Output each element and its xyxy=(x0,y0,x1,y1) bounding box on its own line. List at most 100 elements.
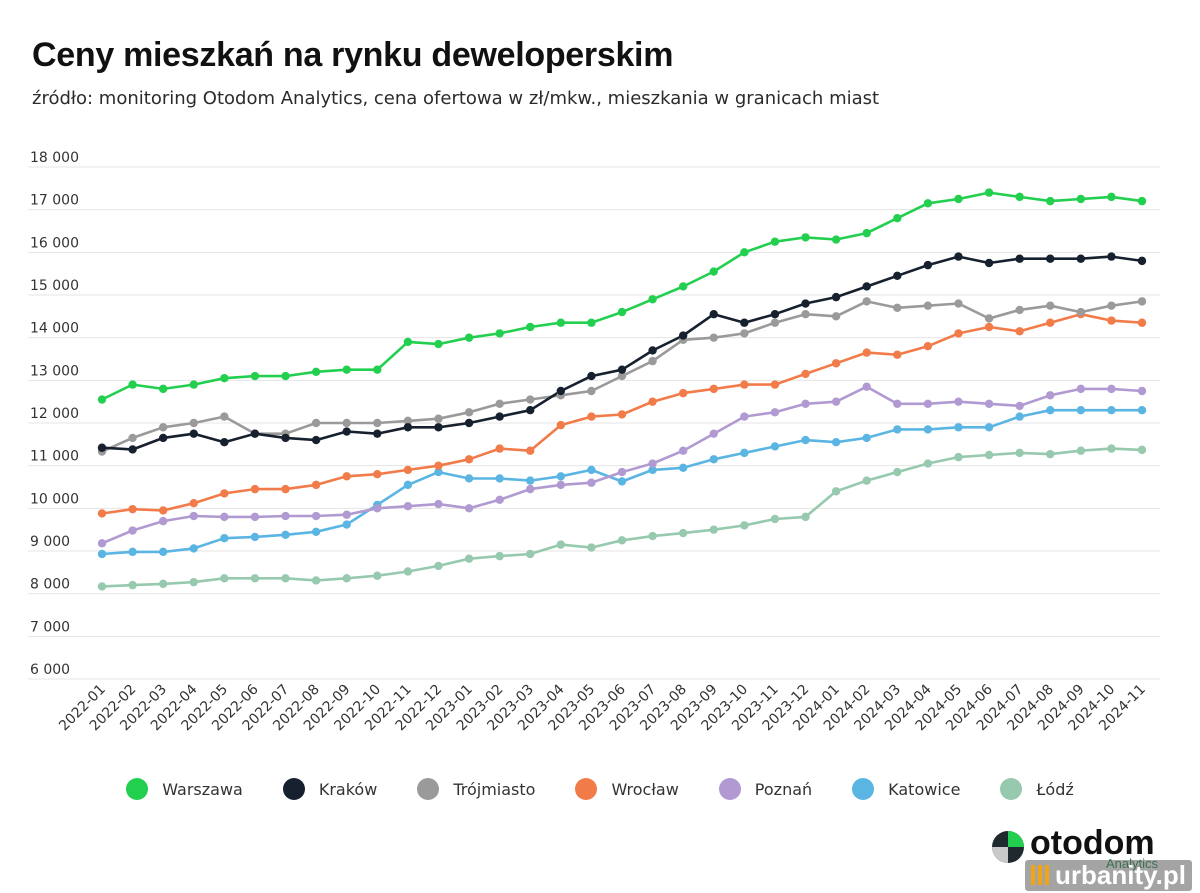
data-point xyxy=(342,365,351,374)
data-point xyxy=(1107,406,1116,415)
data-point xyxy=(678,331,688,340)
data-point xyxy=(311,418,321,428)
legend-label: Kraków xyxy=(318,779,378,799)
data-point xyxy=(220,438,229,447)
data-point xyxy=(1107,252,1116,261)
data-point xyxy=(311,480,321,490)
y-tick-label: 9 000 xyxy=(30,534,70,550)
data-point xyxy=(862,348,871,357)
data-point xyxy=(587,412,596,421)
y-tick-label: 16 000 xyxy=(30,235,79,251)
data-point xyxy=(1107,384,1116,394)
data-point xyxy=(342,427,351,436)
otodom-logo-icon xyxy=(992,831,1024,863)
data-point xyxy=(740,329,749,338)
legend-label: Katowice xyxy=(888,779,961,799)
legend-swatch xyxy=(718,778,741,800)
data-point xyxy=(801,299,810,308)
data-point xyxy=(220,489,229,498)
data-point xyxy=(862,382,871,391)
data-point xyxy=(678,282,688,291)
legend-item: Łódź xyxy=(1000,778,1074,800)
data-point xyxy=(984,450,994,460)
data-point xyxy=(862,433,871,443)
data-point xyxy=(648,531,657,541)
data-point xyxy=(893,303,902,312)
data-point xyxy=(648,295,657,304)
data-point xyxy=(1137,445,1147,455)
data-point xyxy=(740,412,749,421)
data-point xyxy=(464,418,474,428)
data-point xyxy=(97,443,107,452)
data-point xyxy=(97,539,107,548)
data-point xyxy=(373,429,382,438)
data-point xyxy=(342,520,351,529)
data-point xyxy=(128,504,137,514)
data-point xyxy=(893,214,902,223)
series-points xyxy=(97,188,1147,591)
data-point xyxy=(220,574,229,583)
data-point xyxy=(801,233,810,242)
data-point xyxy=(556,420,566,430)
data-point xyxy=(1137,256,1147,266)
legend-swatch xyxy=(126,778,149,800)
data-point xyxy=(923,260,933,270)
data-point xyxy=(923,301,933,310)
data-point xyxy=(617,371,627,381)
data-point xyxy=(281,530,290,539)
data-point xyxy=(617,307,627,317)
data-point xyxy=(1107,301,1116,310)
data-point xyxy=(587,465,596,475)
legend-label: Poznań xyxy=(754,779,813,799)
data-point xyxy=(556,540,566,549)
chart-title: Ceny mieszkań na rynku deweloperskim xyxy=(32,36,674,74)
data-point xyxy=(189,499,198,508)
legend-item: Kraków xyxy=(282,778,378,800)
data-point xyxy=(1076,406,1086,415)
data-point xyxy=(281,433,290,443)
x-axis-ticks: 2022-012022-022022-032022-042022-052022-… xyxy=(56,681,1149,734)
y-tick-label: 18 000 xyxy=(30,150,79,166)
data-point xyxy=(373,418,382,428)
data-point xyxy=(1015,412,1024,421)
data-point xyxy=(862,297,871,306)
data-point xyxy=(831,292,841,302)
data-point xyxy=(1076,194,1086,204)
y-tick-label: 7 000 xyxy=(30,619,70,635)
data-point xyxy=(1046,406,1055,415)
data-point xyxy=(158,547,168,557)
data-point xyxy=(128,433,137,443)
data-point xyxy=(526,322,535,332)
data-point xyxy=(128,547,137,557)
data-point xyxy=(801,399,810,408)
data-point xyxy=(556,472,566,481)
data-point xyxy=(587,371,596,381)
legend-label: Trójmiasto xyxy=(453,779,536,799)
data-point xyxy=(250,532,260,542)
data-point xyxy=(1076,254,1086,263)
data-point xyxy=(801,369,810,379)
data-point xyxy=(709,455,718,464)
urbanity-bars-icon xyxy=(1031,865,1050,885)
data-point xyxy=(740,448,749,458)
data-point xyxy=(556,480,566,490)
data-point xyxy=(923,425,933,434)
data-point xyxy=(770,442,780,451)
series-lines xyxy=(101,191,1143,588)
data-point xyxy=(831,438,841,447)
data-point xyxy=(1107,316,1116,325)
data-point xyxy=(281,511,290,521)
data-point xyxy=(311,367,321,376)
data-point xyxy=(617,365,627,374)
data-point xyxy=(984,314,994,323)
data-point xyxy=(464,455,474,464)
data-point xyxy=(831,487,841,496)
data-point xyxy=(770,310,780,319)
data-point xyxy=(831,397,841,406)
data-point xyxy=(709,333,718,342)
data-point xyxy=(220,412,229,421)
legend-label: Warszawa xyxy=(162,779,243,799)
legend: Warszawa Kraków Trójmiasto Wrocław Poznań Kat… xyxy=(0,778,1200,800)
data-point xyxy=(1046,318,1055,327)
data-point xyxy=(526,446,535,455)
